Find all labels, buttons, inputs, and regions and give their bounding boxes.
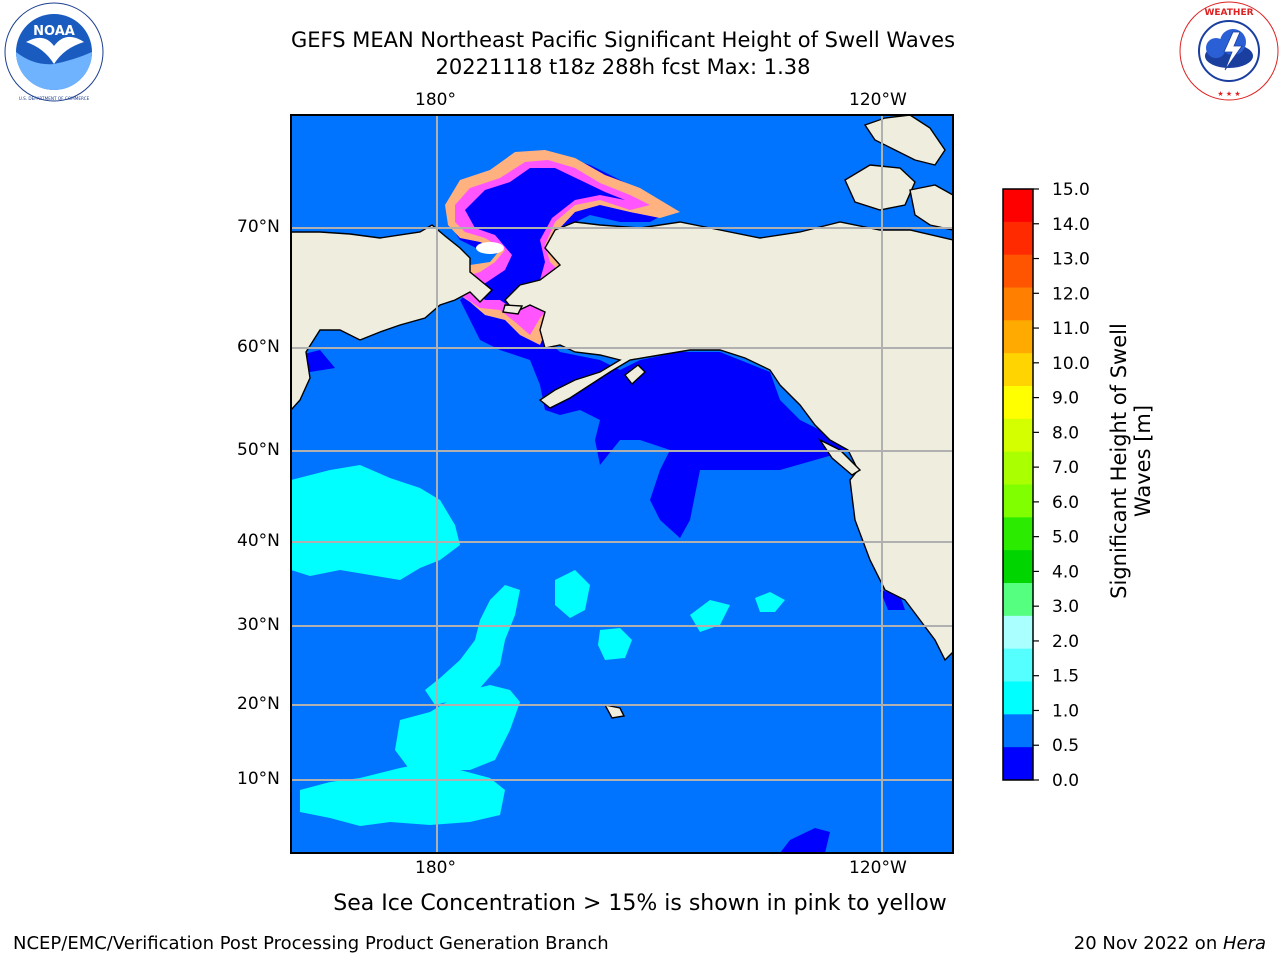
colorbar-tick-label: 0.5 [1052, 736, 1079, 756]
colorbar-bin [1003, 583, 1033, 617]
colorbar-tick-label: 2.0 [1052, 632, 1079, 652]
colorbar-bin [1003, 451, 1033, 485]
colorbar-bin [1003, 615, 1033, 650]
map-frame [290, 114, 954, 854]
svg-text:U.S. DEPARTMENT OF COMMERCE: U.S. DEPARTMENT OF COMMERCE [19, 96, 90, 101]
sea-ice-note: Sea Ice Concentration > 15% is shown in … [333, 891, 947, 916]
colorbar-tick-label: 12.0 [1052, 284, 1090, 304]
colorbar-bin [1003, 418, 1033, 453]
colorbar-bin [1003, 714, 1033, 748]
map-subtitle: 20221118 t18z 288h fcst Max: 1.38 [435, 55, 811, 79]
lat-label-60n: 60°N [237, 337, 280, 357]
colorbar-tick-label: 13.0 [1052, 250, 1090, 270]
colorbar-bin [1003, 550, 1033, 584]
svg-text:NOAA: NOAA [33, 24, 75, 39]
footer-date: 20 Nov 2022 on Hera [1074, 933, 1266, 954]
colorbar-bin [1003, 484, 1033, 518]
colorbar-bin [1003, 320, 1033, 354]
noaa-logo-icon: NOAA U.S. DEPARTMENT OF COMMERCE [4, 2, 104, 102]
colorbar-tick-label: 7.0 [1052, 458, 1079, 478]
colorbar-tick-label: 3.0 [1052, 597, 1079, 617]
nws-logo-icon: WEATHER ★ ★ ★ [1179, 1, 1279, 101]
colorbar-bin [1003, 517, 1033, 551]
colorbar-bin [1003, 189, 1033, 223]
colorbar-tick-label: 6.0 [1052, 493, 1079, 513]
sea-ice-region [440, 150, 680, 345]
footer-producer: NCEP/EMC/Verification Post Processing Pr… [13, 933, 609, 954]
footer-date-text: 20 Nov 2022 on [1073, 933, 1223, 954]
colorbar-bin [1003, 648, 1033, 682]
colorbar-tick-label: 5.0 [1052, 528, 1079, 548]
colorbar-bin [1003, 287, 1033, 321]
colorbar-bin [1003, 386, 1033, 420]
svg-text:★ ★ ★: ★ ★ ★ [1217, 90, 1240, 98]
colorbar-tick-label: 11.0 [1052, 319, 1090, 339]
lat-label-70n: 70°N [237, 217, 280, 237]
colorbar-bin [1003, 353, 1033, 387]
lat-label-40n: 40°N [237, 531, 280, 551]
bottom-lon-label-120w: 120°W [849, 858, 907, 878]
colorbar-bin [1003, 254, 1033, 288]
top-lon-label-120w: 120°W [849, 90, 907, 110]
colorbar-bin [1003, 681, 1033, 715]
lat-label-20n: 20°N [237, 694, 280, 714]
colorbar: 15.0 14.0 13.0 12.0 11.0 10.0 9.0 8.0 7.0 6.0 5.0 4… [1002, 180, 1090, 791]
lat-label-30n: 30°N [237, 615, 280, 635]
colorbar-tick-label: 14.0 [1052, 215, 1090, 235]
svg-text:WEATHER: WEATHER [1204, 8, 1253, 18]
lat-label-50n: 50°N [237, 440, 280, 460]
colorbar-tick-label: 0.0 [1052, 771, 1079, 791]
map-title: GEFS MEAN Northeast Pacific Significant … [290, 28, 956, 52]
swell-0-0-5-regions [300, 155, 905, 853]
colorbar-tick-label: 10.0 [1052, 354, 1090, 374]
colorbar-bin [1003, 747, 1033, 781]
colorbar-tick-label: 1.5 [1052, 667, 1079, 687]
colorbar-label: Significant Height of Swell Waves [m] [1107, 323, 1155, 599]
graticule [291, 115, 953, 853]
footer-host: Hera [1222, 933, 1266, 954]
bottom-lon-label-180: 180° [415, 858, 456, 878]
colorbar-tick-label: 15.0 [1052, 180, 1090, 200]
land-areas [291, 115, 953, 719]
lat-label-10n: 10°N [237, 769, 280, 789]
top-lon-label-180: 180° [415, 90, 456, 110]
colorbar-tick-label: 4.0 [1052, 562, 1079, 582]
colorbar-bin [1003, 221, 1033, 256]
swell-1-0-1-5-regions [291, 465, 785, 826]
colorbar-tick-label: 8.0 [1052, 423, 1079, 443]
colorbar-tick-label: 1.0 [1052, 701, 1079, 721]
colorbar-tick-label: 9.0 [1052, 389, 1079, 409]
